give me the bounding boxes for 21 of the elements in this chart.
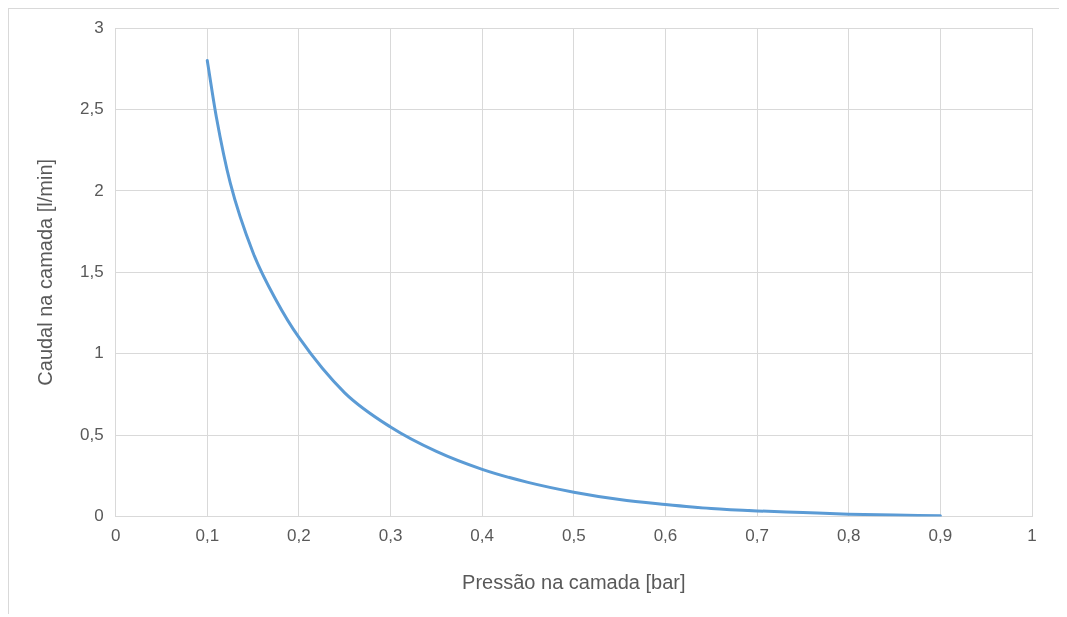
y-tick-label: 3	[94, 17, 104, 37]
y-tick-label: 2	[94, 180, 104, 200]
x-tick-label: 0,2	[287, 526, 311, 546]
x-tick-label: 0,4	[470, 526, 494, 546]
x-tick-label: 0,6	[653, 526, 678, 546]
y-tick-label: 1	[94, 343, 104, 363]
line-series	[205, 59, 942, 517]
x-tick-label: 0,7	[745, 526, 769, 546]
x-axis-title: Pressão na camada [bar]	[462, 570, 686, 593]
x-tick-label: 0,5	[562, 526, 586, 546]
x-tick-label: 0,9	[928, 526, 953, 546]
y-tick-label: 2,5	[79, 99, 104, 119]
x-tick-label: 0,3	[378, 526, 403, 546]
y-tick-label: 0,5	[79, 424, 104, 444]
y-tick-label: 1,5	[79, 261, 104, 281]
x-tick-label: 0	[110, 526, 121, 546]
x-tick-label: 0,8	[836, 526, 861, 546]
x-tick-label: 1	[1027, 526, 1037, 546]
y-axis-title: Caudal na camada [l/min]	[33, 158, 56, 386]
y-tick-label: 0	[94, 506, 104, 526]
x-tick-label: 0,1	[195, 526, 220, 546]
